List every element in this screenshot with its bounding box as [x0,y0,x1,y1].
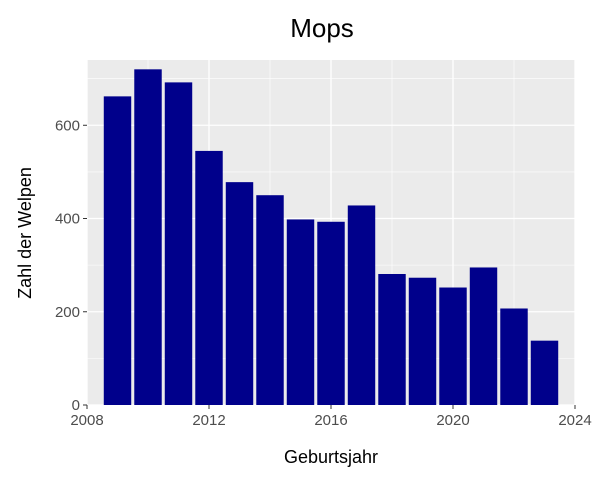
chart-title: Mops [290,13,354,43]
bars [103,69,559,405]
bar-2018 [378,273,406,405]
y-tick-label: 400 [55,211,80,228]
y-tick-label: 0 [72,397,80,414]
x-axis: 2008 2012 2016 2020 2024 [70,405,592,429]
y-tick-label: 600 [55,117,80,134]
bar-2016 [317,221,345,405]
bar-2021 [469,267,498,405]
bar-2019 [408,277,437,405]
bar-2015 [286,219,315,405]
x-tick-label: 2024 [558,412,591,429]
x-tick-label: 2008 [70,412,103,429]
x-axis-label: Geburtsjahr [284,447,378,467]
bar-2010 [134,69,162,405]
x-tick-label: 2016 [314,412,347,429]
bar-2014 [256,195,284,405]
bar-2022 [500,308,528,405]
y-axis: 0 200 400 600 [55,117,87,414]
x-tick-label: 2012 [192,412,225,429]
y-tick-label: 200 [55,304,80,321]
bar-2011 [164,82,193,405]
bar-2017 [347,205,376,405]
x-tick-label: 2020 [436,412,469,429]
bar-2009 [103,96,132,405]
bar-2012 [195,150,223,405]
y-axis-label: Zahl der Welpen [15,167,35,299]
bar-2013 [225,182,254,405]
bar-2023 [530,340,559,405]
bar-2020 [439,287,467,405]
